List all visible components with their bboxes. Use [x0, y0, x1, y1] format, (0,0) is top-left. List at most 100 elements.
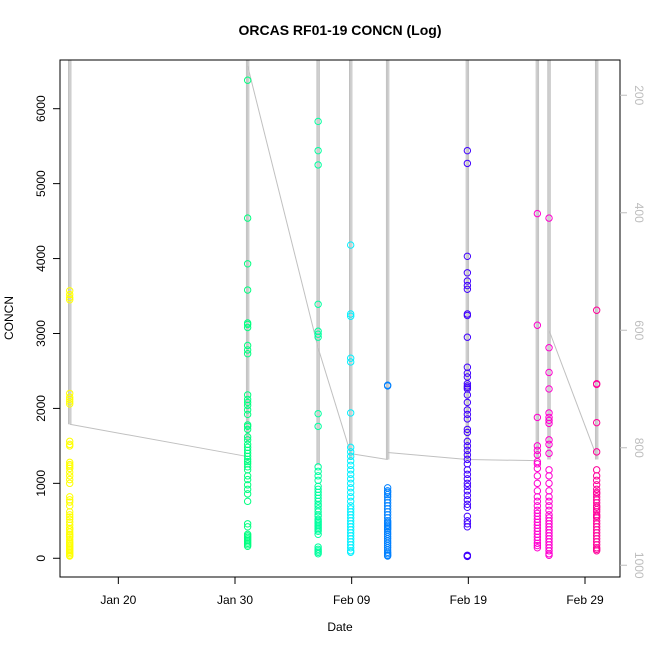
altitude-connector-line: [387, 451, 468, 460]
altitude-connector-line: [247, 65, 319, 348]
data-point: [314, 497, 322, 506]
data-point: [463, 311, 472, 320]
data-point: [314, 463, 322, 471]
data-point: [533, 502, 542, 510]
y2-tick-label: 200: [632, 85, 646, 105]
data-point: [243, 260, 252, 268]
data-point: [463, 496, 472, 504]
data-point: [463, 470, 472, 479]
data-point: [66, 493, 74, 501]
data-point: [243, 457, 252, 466]
x-tick-label: Feb 29: [566, 593, 604, 607]
data-point: [545, 419, 553, 428]
y-axis-label: CONCN: [2, 296, 16, 340]
data-point: [66, 475, 74, 484]
data-point: [545, 409, 553, 417]
y-tick-label: 0: [34, 555, 48, 562]
data-point: [463, 491, 472, 500]
data-point: [533, 544, 542, 552]
x-tick-label: Jan 30: [217, 593, 253, 607]
y2-tick-label: 400: [632, 203, 646, 223]
altitude-track: [68, 60, 599, 466]
data-point: [346, 461, 355, 470]
altitude-connector-line: [69, 423, 248, 458]
data-point: [243, 350, 252, 358]
data-point: [66, 442, 74, 450]
y-axis: 0 1000 2000 3000 4000 5000 6000: [34, 95, 61, 562]
data-point: [243, 391, 252, 399]
data-point: [346, 448, 355, 456]
data-point: [463, 500, 472, 509]
data-point: [463, 285, 472, 293]
data-point: [243, 436, 252, 444]
data-point: [346, 488, 355, 497]
data-point: [243, 455, 252, 464]
data-point: [545, 440, 553, 449]
data-point: [314, 146, 322, 155]
data-point: [545, 551, 553, 559]
data-point: [243, 422, 252, 431]
data-point: [463, 277, 472, 285]
data-point: [243, 410, 252, 419]
data-point: [545, 344, 553, 352]
data-point: [592, 545, 601, 553]
data-point: [243, 286, 252, 294]
data-point: [346, 443, 355, 452]
data-point: [66, 395, 74, 404]
data-point: [243, 481, 252, 489]
data-point: [463, 552, 472, 561]
x-tick-label: Feb 19: [450, 593, 488, 607]
data-point: [463, 146, 472, 155]
y2-tick-label: 1000: [632, 552, 646, 579]
data-point: [346, 497, 355, 506]
altitude-connector-line: [548, 330, 598, 457]
data-point: [545, 436, 553, 444]
altitude-connector-line: [467, 459, 538, 462]
data-point: [545, 416, 553, 425]
data-point: [463, 425, 472, 434]
data-point: [243, 452, 252, 461]
data-point: [243, 76, 252, 84]
data-point: [346, 475, 355, 483]
data-point: [463, 512, 472, 521]
data-point: [545, 449, 553, 458]
data-point: [463, 159, 472, 168]
data-point: [545, 497, 553, 506]
data-point: [463, 415, 472, 423]
data-point: [463, 482, 472, 491]
data-point: [463, 451, 472, 459]
data-point: [243, 463, 252, 471]
data-point: [545, 547, 553, 555]
data-point: [545, 479, 553, 488]
data-point: [533, 536, 542, 544]
data-point: [545, 368, 553, 377]
data-point: [66, 290, 74, 299]
data-point: [243, 214, 252, 222]
y2-tick-label: 800: [632, 438, 646, 458]
data-point: [66, 296, 74, 304]
data-point: [66, 508, 74, 516]
data-point: [463, 398, 472, 407]
data-point: [463, 437, 472, 446]
data-point: [463, 520, 472, 528]
data-point: [592, 472, 601, 480]
y-tick-label: 2000: [34, 395, 48, 422]
data-point: [533, 460, 542, 468]
data-point: [346, 358, 355, 366]
data-point: [463, 410, 472, 419]
data-point: [66, 464, 74, 473]
data-point: [346, 409, 355, 417]
data-point: [243, 401, 252, 410]
data-point: [314, 550, 322, 558]
data-point: [314, 300, 322, 308]
x-tick-label: Jan 20: [100, 593, 136, 607]
data-point: [314, 530, 322, 538]
y-tick-label: 3000: [34, 320, 48, 347]
data-point: [533, 539, 542, 547]
data-point: [66, 513, 74, 521]
data-point: [243, 490, 252, 498]
data-points: [66, 76, 601, 561]
data-point: [314, 333, 322, 341]
data-point: [346, 312, 355, 320]
